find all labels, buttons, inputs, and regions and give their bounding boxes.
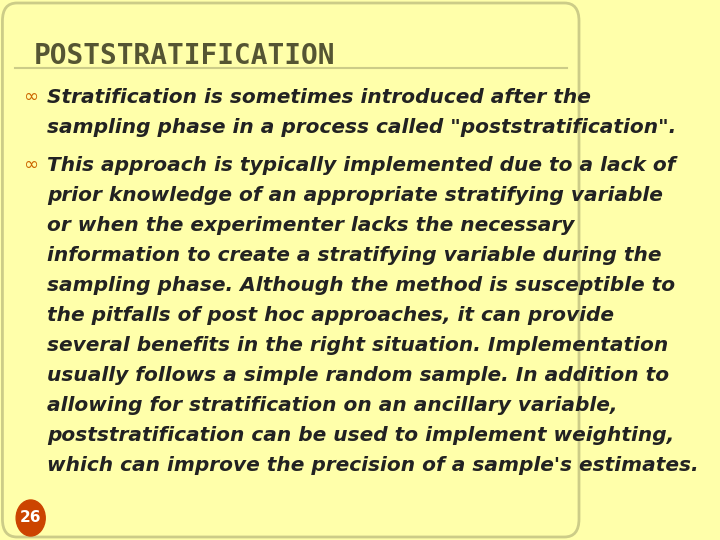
Circle shape [16,500,45,536]
Text: POSTSTRATIFICATION: POSTSTRATIFICATION [34,42,336,70]
Text: poststratification can be used to implement weighting,: poststratification can be used to implem… [47,426,674,445]
Text: This approach is typically implemented due to a lack of: This approach is typically implemented d… [47,156,675,175]
Text: ∞: ∞ [22,156,37,174]
Text: 26: 26 [20,510,42,525]
Text: prior knowledge of an appropriate stratifying variable: prior knowledge of an appropriate strati… [47,186,662,205]
Text: usually follows a simple random sample. In addition to: usually follows a simple random sample. … [47,366,669,385]
Text: sampling phase. Although the method is susceptible to: sampling phase. Although the method is s… [47,276,675,295]
Text: ∞: ∞ [22,88,37,106]
Text: the pitfalls of post hoc approaches, it can provide: the pitfalls of post hoc approaches, it … [47,306,614,325]
Text: or when the experimenter lacks the necessary: or when the experimenter lacks the neces… [47,216,575,235]
Text: which can improve the precision of a sample's estimates.: which can improve the precision of a sam… [47,456,698,475]
Text: Stratification is sometimes introduced after the: Stratification is sometimes introduced a… [47,88,590,107]
Text: sampling phase in a process called "poststratification".: sampling phase in a process called "post… [47,118,676,137]
FancyBboxPatch shape [2,3,579,537]
Text: allowing for stratification on an ancillary variable,: allowing for stratification on an ancill… [47,396,617,415]
Text: several benefits in the right situation. Implementation: several benefits in the right situation.… [47,336,668,355]
Text: information to create a stratifying variable during the: information to create a stratifying vari… [47,246,662,265]
